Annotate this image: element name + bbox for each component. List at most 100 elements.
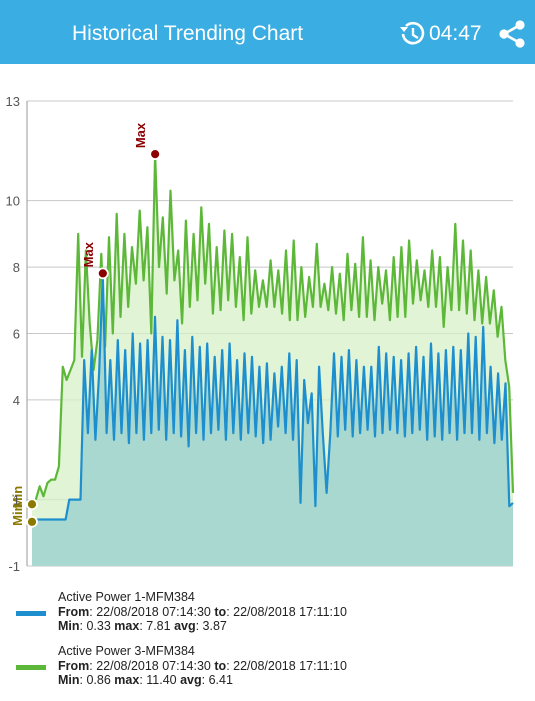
data-point-s2	[208, 223, 210, 225]
data-point-s2	[62, 366, 64, 368]
data-point-s2	[204, 283, 206, 285]
data-point-s2	[454, 223, 456, 225]
data-point-s2	[401, 246, 403, 248]
data-point-s2	[412, 303, 414, 305]
trend-chart[interactable]: Max Min Max Min 13 10 8 6 4 1 -1	[0, 88, 535, 578]
data-point-s1	[214, 356, 216, 358]
data-point-s1	[419, 429, 421, 431]
data-point-s2	[478, 270, 480, 272]
data-point-s2	[431, 250, 433, 252]
data-point-s1	[482, 326, 484, 328]
y-axis-ticks: 13 10 8 6 4 1 -1	[6, 94, 20, 574]
data-point-s1	[68, 499, 70, 501]
data-point-s2	[177, 250, 179, 252]
y-tick-label: 8	[13, 260, 20, 275]
data-point-s1	[121, 432, 123, 434]
data-point-s1	[247, 432, 249, 434]
data-point-s2	[451, 309, 453, 311]
data-point-s1	[382, 432, 384, 434]
data-point-s2	[77, 233, 79, 235]
data-point-s1	[318, 366, 320, 368]
data-point-s1	[426, 439, 428, 441]
data-point-s2	[312, 306, 314, 308]
data-point-s2	[254, 270, 256, 272]
data-point-s1	[404, 436, 406, 438]
data-point-s2	[504, 359, 506, 361]
data-point-s2	[127, 306, 129, 308]
data-point-s1	[109, 359, 111, 361]
data-point-s2	[270, 260, 272, 262]
data-point-s1	[229, 343, 231, 345]
data-point-s1	[139, 343, 141, 345]
data-point-s2	[135, 283, 137, 285]
data-point-s2	[224, 230, 226, 232]
data-point-s1	[136, 432, 138, 434]
data-point-s2	[139, 210, 141, 212]
data-point-s1	[497, 373, 499, 375]
data-point-s2	[212, 313, 214, 315]
data-point-s2	[247, 236, 249, 238]
data-point-s1	[423, 356, 425, 358]
data-point-s1	[494, 442, 496, 444]
data-point-s1	[292, 439, 294, 441]
data-point-s1	[378, 346, 380, 348]
data-point-s2	[250, 313, 252, 315]
data-point-s1	[307, 422, 309, 424]
share-icon[interactable]	[496, 18, 528, 50]
legend-stats: Min: 0.33 max: 7.81 avg: 3.87	[58, 619, 227, 633]
data-point-s1	[98, 373, 100, 375]
data-point-s2	[427, 306, 429, 308]
history-clock-icon[interactable]	[398, 20, 428, 48]
data-point-s1	[169, 339, 171, 341]
data-point-s1	[367, 429, 369, 431]
data-point-s2	[474, 319, 476, 321]
data-point-s1	[42, 519, 44, 521]
data-point-s1	[370, 366, 372, 368]
data-point-s1	[512, 502, 514, 504]
max-marker-label: Max	[133, 122, 148, 148]
data-point-s1	[270, 439, 272, 441]
data-point-s1	[132, 333, 134, 335]
min-marker-dot	[26, 498, 38, 511]
data-point-s2	[112, 333, 114, 335]
max-marker-dot	[96, 267, 109, 280]
data-point-s2	[362, 236, 364, 238]
data-point-s1	[173, 432, 175, 434]
data-point-s1	[83, 359, 85, 361]
data-point-s2	[389, 319, 391, 321]
data-point-s2	[339, 273, 341, 275]
data-point-s2	[354, 263, 356, 265]
data-point-s2	[297, 319, 299, 321]
series-line-2	[31, 153, 515, 505]
data-point-s1	[143, 439, 145, 441]
data-point-s2	[377, 266, 379, 268]
data-point-s1	[490, 366, 492, 368]
data-point-s2	[81, 356, 83, 358]
data-point-s2	[47, 482, 49, 484]
data-point-s1	[311, 392, 313, 394]
data-point-s2	[493, 289, 495, 291]
data-point-s1	[180, 436, 182, 438]
data-point-s1	[154, 316, 156, 318]
max-marker-dot	[149, 148, 162, 161]
data-point-s2	[89, 323, 91, 325]
data-point-s1	[315, 505, 317, 507]
data-point-s1	[296, 359, 298, 361]
data-point-s2	[320, 306, 322, 308]
data-point-s2	[385, 270, 387, 272]
data-point-s2	[124, 233, 126, 235]
min-marker-label: Min	[10, 503, 25, 525]
data-point-s2	[374, 319, 376, 321]
data-point-s1	[479, 439, 481, 441]
data-point-s1	[150, 432, 152, 434]
data-point-s2	[293, 240, 295, 242]
data-point-s1	[128, 442, 130, 444]
data-point-s2	[358, 316, 360, 318]
data-point-s1	[218, 429, 220, 431]
data-point-s2	[485, 276, 487, 278]
data-point-s1	[206, 343, 208, 345]
data-point-s2	[285, 250, 287, 252]
data-point-s1	[72, 499, 74, 501]
data-point-s2	[508, 386, 510, 388]
series-lines	[31, 153, 515, 521]
